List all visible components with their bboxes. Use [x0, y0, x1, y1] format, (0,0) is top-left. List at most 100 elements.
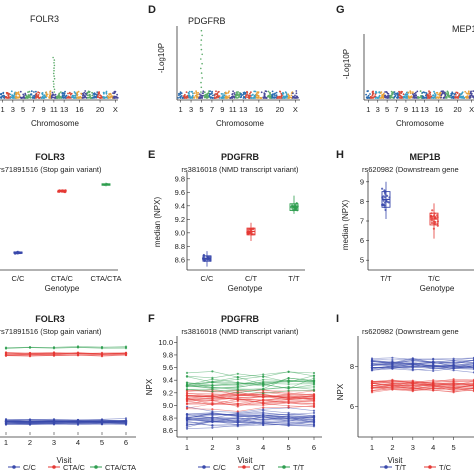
- snp-point: [214, 93, 217, 95]
- snp-point: [60, 91, 62, 93]
- snp-point: [53, 97, 56, 99]
- snp-point: [179, 96, 181, 99]
- snp-point: [291, 97, 294, 99]
- box-point: [436, 220, 439, 223]
- snp-point: [278, 97, 281, 99]
- snp-point: [85, 93, 88, 96]
- y-tick-label: 8.8: [163, 414, 173, 423]
- snp-point: [287, 93, 290, 96]
- snp-point: [93, 92, 96, 95]
- snp-point: [73, 97, 76, 99]
- snp-point: [403, 96, 406, 99]
- chromosome-tick-label: 1: [179, 105, 183, 114]
- snp-point: [93, 95, 96, 98]
- snp-point: [294, 94, 296, 97]
- snp-point: [3, 94, 5, 97]
- chromosome-tick-label: 11: [50, 105, 58, 114]
- visit-tick-label: 6: [312, 443, 316, 452]
- peak-snp-point: [53, 88, 56, 91]
- snp-point: [105, 96, 107, 99]
- x-axis-label: Genotype: [45, 284, 80, 293]
- snp-point: [87, 90, 90, 93]
- legend-swatch-point: [202, 465, 206, 469]
- box-point: [430, 212, 433, 215]
- peak-snp-point: [52, 56, 54, 59]
- snp-point: [22, 95, 25, 98]
- box-point: [383, 201, 386, 204]
- snp-point: [201, 92, 204, 95]
- legend-row: C/C CTA/C CTA/CTA C/C C/T T/T T/T T/C: [8, 463, 452, 472]
- box-point: [432, 222, 435, 225]
- peak-snp-point: [52, 72, 55, 75]
- y-tick-label: 9.8: [175, 174, 185, 183]
- snp-point: [84, 95, 86, 97]
- snp-point: [247, 94, 250, 97]
- snp-point: [274, 92, 276, 95]
- box-point: [209, 259, 212, 262]
- snp-point: [30, 90, 33, 93]
- x-axis-label: Visit: [238, 456, 254, 465]
- snp-point: [435, 92, 438, 94]
- box-point: [20, 251, 23, 254]
- chromosome-tick-label: 3: [376, 105, 380, 114]
- snp-point: [394, 93, 397, 95]
- snp-point: [26, 95, 28, 98]
- snp-point: [455, 91, 458, 94]
- snp-point: [295, 90, 298, 92]
- snp-point: [443, 92, 446, 95]
- snp-point: [409, 96, 411, 99]
- snp-point: [16, 92, 19, 94]
- snp-point: [86, 94, 89, 97]
- y-tick-label: 6: [350, 402, 354, 411]
- box-point: [291, 207, 294, 210]
- snp-point: [425, 96, 428, 98]
- snp-point: [247, 96, 249, 99]
- snp-point: [286, 94, 288, 96]
- snp-point: [28, 95, 31, 97]
- snp-point: [206, 97, 209, 99]
- legend-label: T/T: [395, 463, 407, 472]
- category-label: T/T: [288, 274, 300, 283]
- snp-point: [109, 96, 112, 99]
- snp-point: [456, 91, 459, 94]
- x-axis-label: Chromosome: [31, 119, 80, 128]
- snp-point: [445, 92, 447, 94]
- snp-point: [455, 94, 457, 96]
- snp-point: [241, 94, 244, 96]
- snp-point: [368, 97, 371, 99]
- legend-label: CTA/CTA: [105, 463, 136, 472]
- snp-point: [18, 96, 20, 99]
- snp-point: [290, 94, 293, 97]
- series-line: [186, 414, 315, 416]
- snp-point: [187, 92, 190, 94]
- snp-point: [116, 93, 118, 96]
- snp-point: [206, 93, 208, 96]
- legend-label: C/C: [23, 463, 37, 472]
- snp-point: [281, 94, 283, 97]
- snp-point: [97, 91, 100, 94]
- snp-point: [197, 93, 199, 96]
- snp-point: [409, 91, 412, 93]
- chromosome-tick-label: X: [293, 105, 298, 114]
- box-point: [381, 187, 384, 190]
- snp-point: [206, 95, 209, 98]
- snp-point: [190, 96, 192, 99]
- snp-point: [20, 96, 23, 99]
- y-tick-label: 8.6: [175, 255, 185, 264]
- snp-point: [397, 95, 399, 98]
- visit-tick-label: 5: [100, 438, 104, 447]
- snp-point: [398, 90, 400, 93]
- chromosome-tick-label: X: [113, 105, 118, 114]
- category-label: CTA/C: [51, 274, 74, 283]
- snp-point: [215, 90, 217, 93]
- snp-point: [295, 92, 298, 95]
- snp-point: [179, 91, 182, 94]
- chromosome-tick-label: 11: [411, 105, 419, 114]
- panel-title: FOLR3: [35, 152, 65, 162]
- box-point: [61, 189, 64, 192]
- y-tick-label: 8: [360, 197, 364, 206]
- snp-point: [60, 95, 62, 98]
- snp-point: [260, 91, 263, 94]
- snp-point: [102, 95, 104, 98]
- snp-point: [456, 96, 459, 98]
